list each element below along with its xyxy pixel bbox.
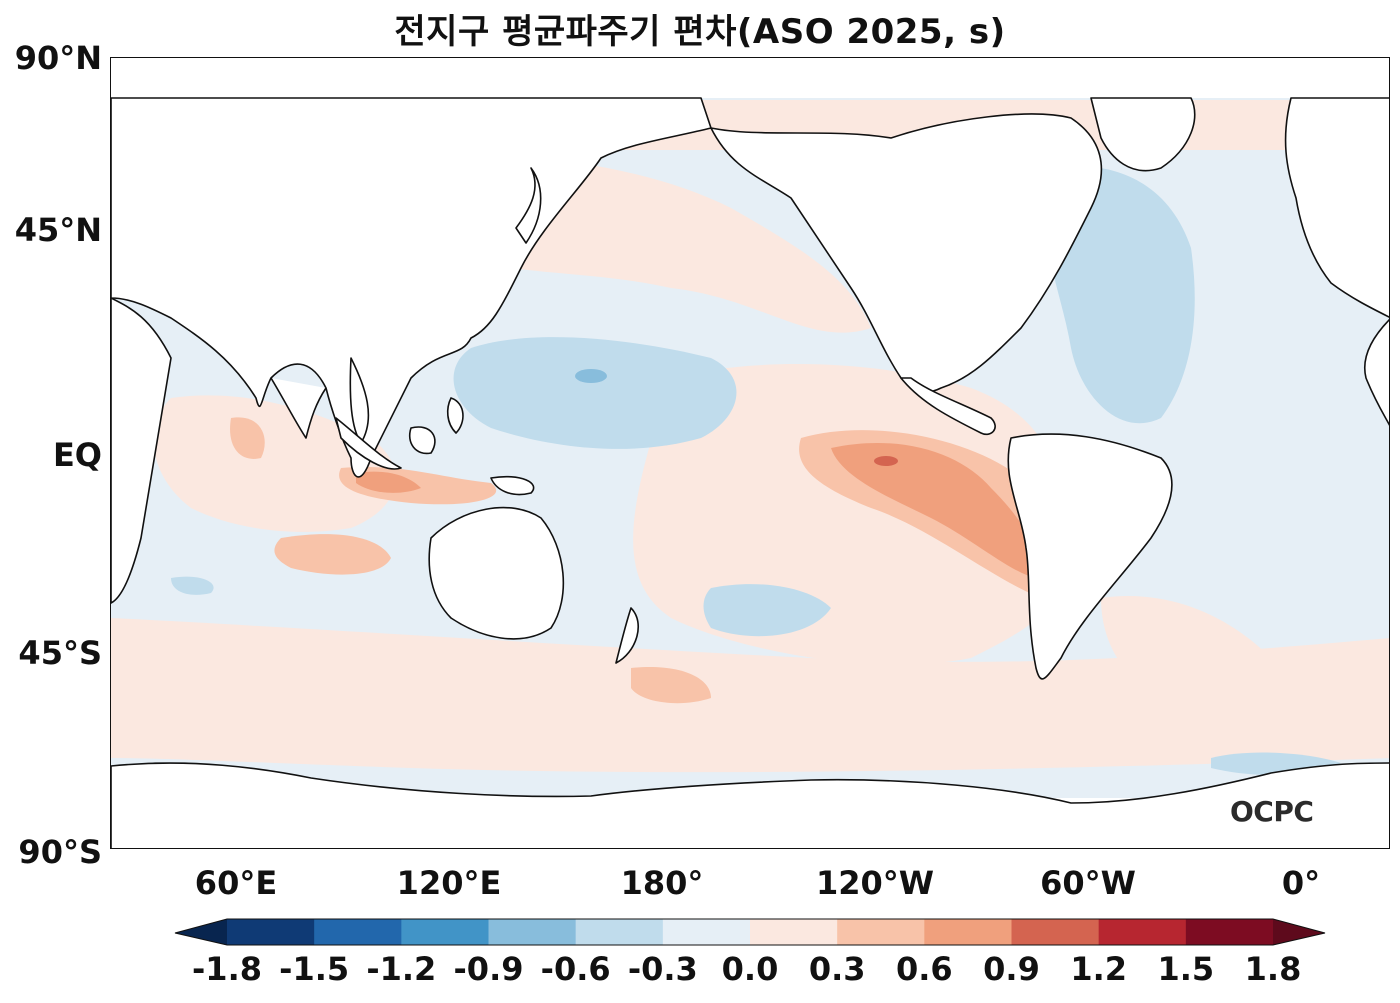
land-masses [111, 97, 1389, 848]
antarctica [111, 762, 1389, 848]
indian-ocean-positive [153, 395, 396, 532]
colorbar [170, 917, 1330, 947]
colorbar-segment [488, 919, 577, 945]
colorbar-tick-label: 0.6 [895, 950, 953, 988]
south-indian-negative [171, 576, 214, 595]
south-atlantic-positive [1101, 596, 1277, 711]
colorbar-segment [750, 919, 838, 945]
south-indian-positive-medium [274, 534, 391, 575]
anomaly-map [111, 97, 1389, 848]
colorbar-extend-min [175, 919, 227, 945]
europe [1284, 97, 1389, 318]
west-pacific-negative-strong [575, 369, 607, 383]
peru-positive-max [874, 456, 898, 466]
lat-label-90s: 90°S [18, 833, 102, 871]
lon-label-180: 180° [620, 864, 704, 902]
equatorial-indian-positive [230, 417, 265, 459]
colorbar-tick-label: -0.9 [453, 950, 524, 988]
sumatra [335, 417, 402, 470]
lat-label-45s: 45°S [18, 634, 102, 672]
colorbar-tick-label: 1.5 [1157, 950, 1215, 988]
lon-label-0: 0° [1281, 864, 1321, 902]
colorbar-segment [1011, 919, 1100, 945]
lon-label-120e: 120°E [396, 864, 502, 902]
lat-label-eq: EQ [52, 436, 102, 474]
colorbar-tick-label: -1.8 [192, 950, 262, 988]
colorbar-segment [662, 919, 751, 945]
colorbar-tick-label: -1.5 [279, 950, 350, 988]
colorbar-segment [575, 919, 664, 945]
south-pacific-negative [703, 584, 831, 637]
colorbar-segment [227, 919, 315, 945]
india [270, 377, 327, 439]
eurasia [111, 97, 712, 478]
north-atlantic-negative [1044, 166, 1195, 424]
west-africa [1364, 318, 1389, 426]
colorbar-tick-label: 0.0 [721, 950, 779, 988]
south-america [1007, 433, 1173, 680]
west-pacific-negative [453, 337, 737, 449]
colorbar-extend-max [1273, 919, 1325, 945]
new-guinea [490, 475, 535, 496]
lon-label-120w: 120°W [815, 864, 935, 902]
map-panel [110, 57, 1390, 849]
philippines [446, 397, 464, 434]
peru-positive-strong [831, 442, 1037, 578]
colorbar-tick-label: 0.9 [983, 950, 1040, 988]
colorbar-outline [174, 918, 1326, 946]
lat-label-90n: 90°N [14, 39, 102, 77]
maritime-positive-strong [356, 471, 421, 493]
lat-label-45n: 45°N [14, 211, 102, 249]
greenland [1090, 97, 1196, 172]
borneo [409, 426, 436, 455]
colorbar-svg [174, 918, 1326, 946]
australia [428, 506, 565, 640]
new-zealand [615, 607, 640, 664]
north-america [710, 113, 1103, 393]
lon-label-60e: 60°E [194, 864, 278, 902]
colorbar-tick-label: -1.2 [366, 950, 437, 988]
japan [515, 167, 542, 244]
map-title: 전지구 평균파주기 편차(ASO 2025, s) [394, 12, 1006, 52]
colorbar-segment [314, 919, 402, 945]
colorbar-segment [1098, 919, 1187, 945]
colorbar-segment [837, 919, 925, 945]
southern-ocean-positive [111, 618, 1389, 773]
south-pacific-positive-medium [631, 667, 711, 704]
colorbar-tick-label: 0.3 [808, 950, 866, 988]
colorbar-tick-label: 1.8 [1244, 950, 1302, 988]
africa [111, 297, 172, 604]
colorbar-segment [924, 919, 1012, 945]
ocpc-logo: OCPC [1230, 795, 1314, 828]
colorbar-segment [1185, 919, 1274, 945]
colorbar-segment [401, 919, 489, 945]
colorbar-tick-label: -0.6 [540, 950, 611, 988]
colorbar-tick-label: 1.2 [1070, 950, 1127, 988]
lon-label-60w: 60°W [1040, 864, 1136, 902]
central-america [900, 377, 996, 436]
colorbar-tick-label: -0.3 [627, 950, 698, 988]
